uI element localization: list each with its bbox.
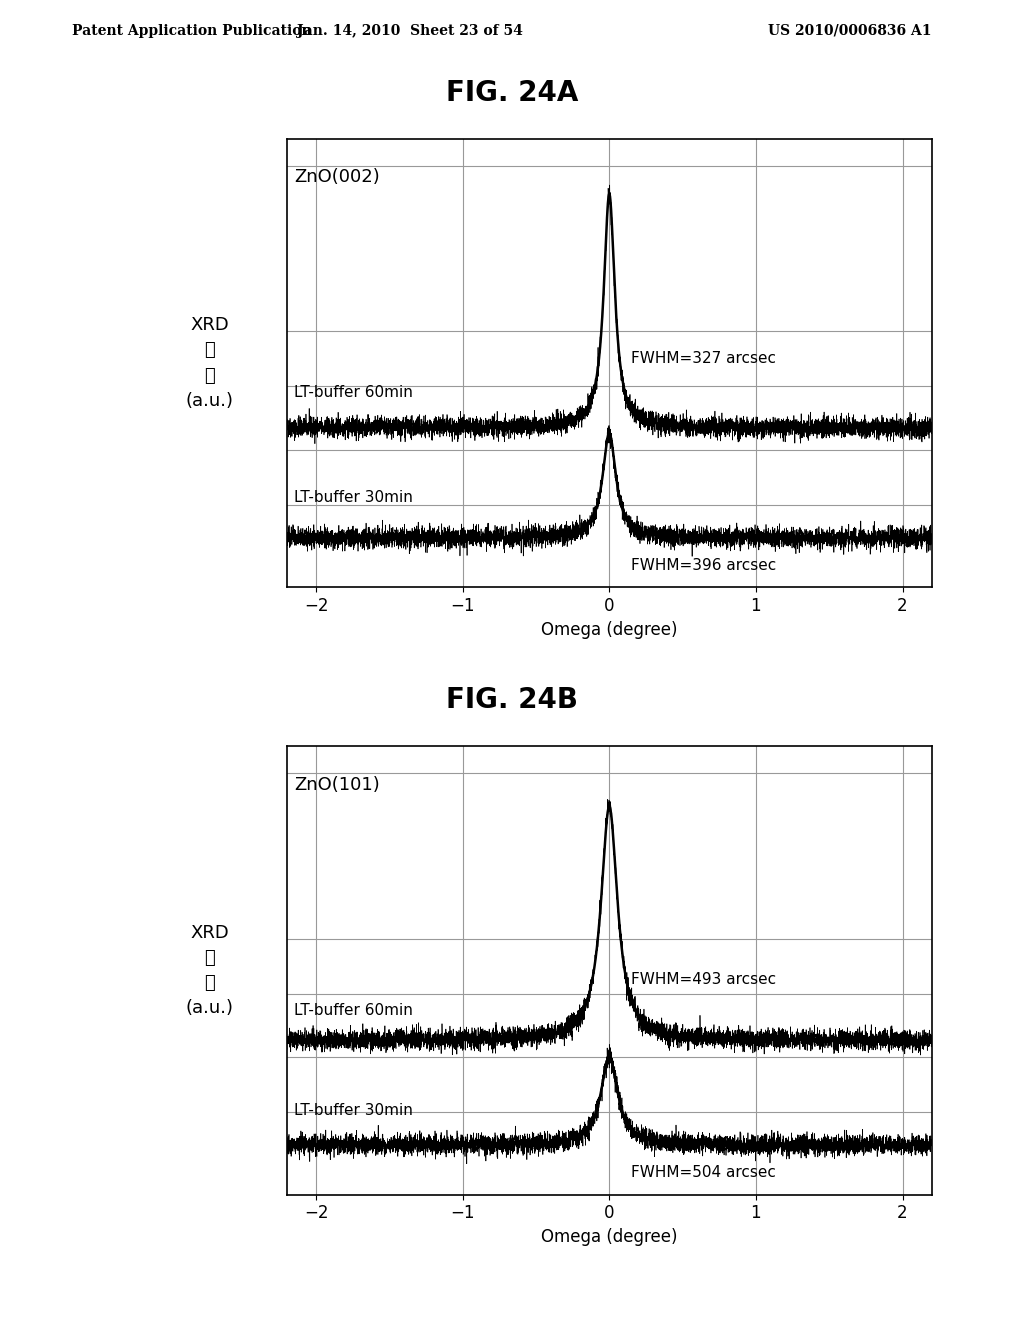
Text: LT-buffer 30min: LT-buffer 30min: [294, 1102, 413, 1118]
Text: FWHM=327 arcsec: FWHM=327 arcsec: [631, 351, 776, 367]
Text: ZnO(101): ZnO(101): [294, 776, 380, 793]
Text: FWHM=493 arcsec: FWHM=493 arcsec: [631, 973, 776, 987]
Text: LT-buffer 60min: LT-buffer 60min: [294, 385, 413, 400]
Text: Patent Application Publication: Patent Application Publication: [72, 24, 311, 38]
X-axis label: Omega (degree): Omega (degree): [541, 1228, 678, 1246]
Text: LT-buffer 60min: LT-buffer 60min: [294, 1003, 413, 1019]
X-axis label: Omega (degree): Omega (degree): [541, 620, 678, 639]
Text: XRD
強
度
(a.u.): XRD 強 度 (a.u.): [186, 924, 233, 1016]
Text: FWHM=504 arcsec: FWHM=504 arcsec: [631, 1166, 776, 1180]
Text: Jan. 14, 2010  Sheet 23 of 54: Jan. 14, 2010 Sheet 23 of 54: [297, 24, 522, 38]
Text: FIG. 24B: FIG. 24B: [446, 686, 578, 714]
Text: LT-buffer 30min: LT-buffer 30min: [294, 490, 413, 504]
Text: FIG. 24A: FIG. 24A: [445, 79, 579, 107]
Text: ZnO(002): ZnO(002): [294, 169, 380, 186]
Text: XRD
強
度
(a.u.): XRD 強 度 (a.u.): [186, 317, 233, 409]
Text: FWHM=396 arcsec: FWHM=396 arcsec: [631, 558, 776, 573]
Text: US 2010/0006836 A1: US 2010/0006836 A1: [768, 24, 932, 38]
